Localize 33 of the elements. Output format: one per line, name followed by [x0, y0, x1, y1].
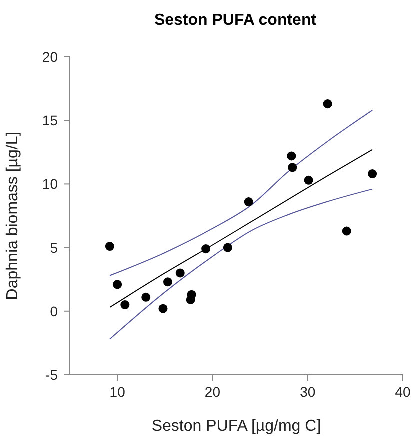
y-tick-label: 15: [42, 112, 58, 129]
y-tick-label: 20: [42, 48, 58, 65]
point: [176, 268, 185, 278]
chart-title: Seston PUFA content: [153, 12, 318, 30]
point: [287, 152, 296, 161]
point: [142, 292, 151, 302]
y-tick-label: 10: [42, 176, 58, 192]
x-tick-label: 30: [300, 384, 316, 400]
point: [223, 243, 232, 252]
line-series: [109, 188, 374, 340]
point: [163, 278, 173, 287]
point: [244, 198, 254, 207]
point: [158, 304, 168, 314]
point: [187, 290, 196, 300]
y-axis-title: Daphnia biomass [µg/L]: [4, 132, 22, 300]
point: [120, 300, 130, 310]
point: [202, 244, 211, 254]
point: [342, 226, 352, 236]
point: [288, 163, 298, 172]
x-axis-title: Seston PUFA [µg/mg C]: [152, 418, 322, 435]
point: [105, 242, 114, 252]
x-tick-label: 40: [395, 384, 411, 400]
point: [323, 100, 332, 109]
point: [304, 176, 314, 185]
x-tick-label: 20: [204, 384, 221, 400]
line-series: [109, 110, 374, 276]
y-tick-label: 0: [50, 303, 58, 320]
y-tick-label: -5: [46, 366, 58, 383]
point: [368, 170, 378, 179]
x-tick-label: 10: [110, 384, 126, 400]
line-series: [109, 149, 374, 308]
point: [113, 280, 122, 290]
y-tick-label: 5: [50, 240, 58, 256]
